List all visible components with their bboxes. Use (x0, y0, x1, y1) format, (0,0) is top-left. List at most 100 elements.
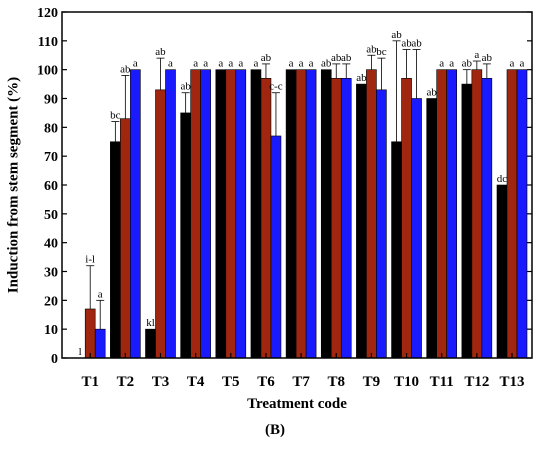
x-tick-label: T5 (222, 374, 240, 390)
significance-label: dc (497, 173, 508, 185)
x-tick-label: T12 (464, 374, 489, 390)
significance-label: a (133, 58, 138, 70)
bar (295, 69, 307, 359)
x-tick-label: T13 (499, 374, 524, 390)
significance-label: a (289, 58, 294, 70)
significance-label: a (203, 58, 208, 70)
y-tick-label: 0 (51, 352, 58, 367)
significance-label: ab (321, 58, 332, 70)
bar (200, 69, 211, 359)
bar (471, 69, 483, 359)
panel-label: (B) (265, 422, 285, 438)
significance-label: ab (391, 29, 402, 41)
x-tick-label: T9 (363, 374, 381, 390)
significance-label: c-c (269, 81, 283, 93)
plot-frame (61, 11, 533, 359)
significance-label: l (79, 346, 82, 358)
bar (110, 141, 121, 359)
significance-label: ab (356, 72, 367, 84)
bar (235, 69, 247, 359)
significance-label: a (98, 288, 103, 300)
x-axis-title: Treatment code (247, 396, 347, 412)
significance-label: ab (366, 43, 377, 55)
bar (356, 83, 367, 359)
y-tick-label: 120 (37, 6, 58, 21)
y-tick-label: 70 (44, 150, 58, 165)
bar (426, 98, 438, 359)
bar (461, 83, 473, 359)
y-tick-label: 110 (38, 35, 58, 50)
x-tick-label: T7 (292, 374, 310, 390)
bar (165, 69, 176, 359)
y-tick-label: 80 (44, 121, 58, 136)
significance-label: a (299, 58, 304, 70)
bar (190, 69, 201, 359)
significance-label: a (520, 58, 525, 70)
bar (401, 78, 412, 359)
y-tick-label: 50 (44, 208, 58, 223)
y-tick-label: 10 (44, 323, 58, 338)
bar (180, 112, 191, 359)
y-tick-label: 90 (44, 93, 58, 108)
bar (225, 69, 237, 359)
significance-label: a (238, 58, 243, 70)
significance-label: ab (155, 46, 166, 58)
x-tick-label: T10 (394, 374, 419, 390)
significance-label: a (193, 58, 198, 70)
bar (84, 308, 96, 359)
bar (446, 69, 458, 359)
y-tick-label: 20 (44, 294, 58, 309)
significance-label: ab (462, 58, 473, 70)
significance-label: ab (331, 52, 342, 64)
error-bars (86, 40, 491, 330)
bar (285, 69, 297, 359)
significance-label: i-l (85, 254, 95, 266)
bar (506, 69, 518, 359)
bar (145, 328, 156, 359)
bar (270, 135, 282, 359)
y-tick-label: 30 (44, 266, 58, 281)
significance-label: ab (341, 52, 352, 64)
significance-label: bc (376, 46, 387, 58)
significance-label: kl (146, 317, 155, 329)
significance-label: a (474, 49, 479, 61)
bar (330, 78, 342, 359)
y-tick-label: 60 (44, 179, 58, 194)
bar (436, 69, 448, 359)
bar (215, 69, 227, 359)
significance-label: ab (261, 52, 272, 64)
y-tick-label: 100 (37, 64, 58, 79)
x-tick-label: T2 (117, 374, 135, 390)
significance-label: a (218, 58, 223, 70)
significance-label: ab (120, 63, 131, 75)
significance-label: a (510, 58, 515, 70)
bar (250, 69, 262, 359)
bar (120, 118, 131, 359)
bar (155, 89, 166, 359)
significance-label: ab (401, 37, 412, 49)
bar (305, 69, 317, 359)
bar (481, 78, 493, 359)
x-axis-ticks: T1 T2 T3 T4 T5 T6 T7 T8 T9 T10 T11 T12 T13 (81, 353, 525, 390)
bar (366, 69, 377, 359)
x-tick-label: T6 (257, 374, 275, 390)
x-tick-label: T4 (187, 374, 205, 390)
significance-label: ab (180, 81, 191, 93)
significance-label: bc (110, 110, 121, 122)
x-tick-label: T3 (152, 374, 170, 390)
y-axis-ticks: 0 10 20 30 40 50 60 70 80 90 100 110 120 (37, 6, 532, 367)
significance-label: a (439, 58, 444, 70)
bar (260, 78, 272, 359)
bar-series (84, 69, 528, 359)
significance-label: a (168, 58, 173, 70)
significance-label: ab (482, 52, 493, 64)
x-tick-label: T11 (430, 374, 454, 390)
significance-label: a (309, 58, 314, 70)
significance-label: a (254, 58, 259, 70)
bar (391, 141, 402, 359)
x-tick-label: T1 (81, 374, 99, 390)
bar (340, 78, 352, 359)
x-tick-label: T8 (327, 374, 345, 390)
